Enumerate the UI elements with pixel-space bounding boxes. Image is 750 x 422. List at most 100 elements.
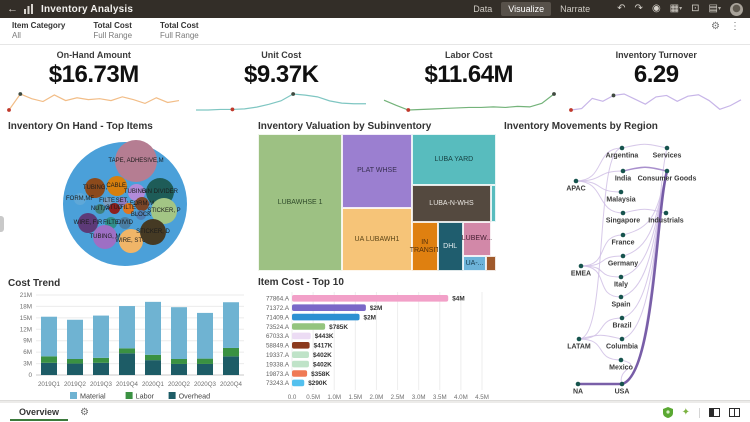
bar-2020q2-labor[interactable] — [171, 359, 187, 364]
hbar-73243-a[interactable] — [292, 379, 305, 387]
treemap-tile-ua[interactable]: UA-... — [462, 255, 487, 271]
bar-2019q2-labor[interactable] — [67, 359, 83, 364]
gear-icon[interactable]: ⚙ — [711, 21, 720, 32]
treemap-tile-lubawhse-1[interactable]: LUBAWHSE 1 — [258, 134, 343, 271]
bar-2020q2-overhead[interactable] — [171, 363, 187, 375]
bar-2019q3-labor[interactable] — [93, 357, 109, 363]
network-node-apac[interactable] — [573, 178, 579, 184]
bubble-wire-fir[interactable]: WIRE, FIR — [74, 213, 102, 233]
bar-2020q3-material[interactable] — [197, 312, 213, 359]
bar-2019q1-material[interactable] — [41, 316, 57, 357]
grid-menu-icon[interactable]: ▦▾ — [669, 3, 683, 14]
kebab-menu-icon[interactable]: ⋮ — [730, 21, 740, 32]
network-node-spain[interactable] — [618, 294, 624, 300]
tab-narrate[interactable]: Narrate — [560, 4, 591, 14]
quality-insights-icon[interactable] — [662, 407, 673, 418]
treemap-tile-small[interactable] — [486, 255, 496, 271]
treemap-tile-small[interactable] — [491, 185, 496, 223]
network-node-columbia[interactable] — [619, 336, 625, 342]
treemap-tile-dhl[interactable]: DHL — [437, 222, 463, 271]
bar-2020q2-material[interactable] — [171, 307, 187, 359]
network-node-argentina[interactable] — [619, 145, 625, 151]
chart-item-cost[interactable]: Item Cost - Top 10 0.0 0.5M 1.0M 1.5M 2.0M 2.… — [258, 273, 496, 401]
bubble-form-mf[interactable]: FORM,MF — [66, 193, 94, 205]
bar-2019q3-overhead[interactable] — [93, 362, 109, 375]
network-node-latam[interactable] — [576, 336, 582, 342]
kpi-labor-cost[interactable]: Labor Cost $11.64M — [375, 45, 563, 115]
treemap-tile-in-transit[interactable]: IN TRANSIT — [410, 222, 440, 271]
network-node-germany[interactable] — [620, 253, 626, 259]
network-node-italy[interactable] — [618, 274, 624, 280]
filter-chip-total-cost-2[interactable]: Total Cost Full Range — [160, 21, 199, 40]
auto-insights-icon[interactable]: ✦ — [681, 407, 690, 418]
treemap-tile-luba-yard[interactable]: LUBA YARD — [411, 134, 496, 186]
bar-2020q4-material[interactable] — [223, 302, 239, 348]
canvas-settings-gear-icon[interactable]: ⚙ — [80, 407, 89, 418]
back-button[interactable]: ← — [7, 3, 18, 15]
kpi-unit-cost[interactable]: Unit Cost $9.37K — [188, 45, 376, 115]
hbar-19873-a[interactable] — [292, 370, 308, 377]
bubble-nut-m[interactable]: NUT,M — [91, 204, 109, 214]
bubble-wire-sto[interactable]: WIRE, STO — [115, 229, 147, 253]
network-node-services[interactable] — [664, 145, 670, 151]
bar-2019q1-labor[interactable] — [41, 356, 57, 363]
network-node-france[interactable] — [620, 232, 626, 238]
hbar-19337-a[interactable] — [292, 351, 309, 358]
bar-2019q1-overhead[interactable] — [41, 362, 57, 375]
hbar-67033-a[interactable] — [292, 332, 311, 340]
chart-inventory-on-hand[interactable]: Inventory On Hand - Top Items TAPE, ADHE… — [8, 117, 248, 274]
bar-2019q4-material[interactable] — [119, 306, 135, 349]
network-node-malaysia[interactable] — [618, 189, 624, 195]
redo-icon[interactable]: ↷ — [634, 3, 643, 14]
kpi-inventory-turnover[interactable]: Inventory Turnover 6.29 — [563, 45, 750, 115]
hbar-71372-a[interactable] — [292, 304, 366, 311]
bar-2019q4-labor[interactable] — [119, 348, 135, 354]
bar-2020q1-material[interactable] — [145, 301, 161, 355]
bar-2019q3-material[interactable] — [93, 315, 109, 358]
bar-2020q3-labor[interactable] — [197, 358, 213, 364]
tab-visualize[interactable]: Visualize — [501, 2, 552, 16]
bubble-filte[interactable]: FILTE — [99, 196, 115, 206]
hbar-71409-a[interactable] — [292, 313, 360, 321]
hbar-77864-a[interactable] — [292, 295, 449, 302]
treemap-tile-lubew[interactable]: LUBEW... — [462, 222, 492, 256]
layout-single-icon[interactable] — [709, 408, 720, 417]
bubble-form-m[interactable]: FORM,M — [130, 197, 154, 211]
bar-2019q2-overhead[interactable] — [67, 363, 83, 375]
layout-split-icon[interactable] — [729, 408, 740, 417]
bubble-filte[interactable]: FILTE — [120, 202, 136, 214]
network-node-industrials[interactable] — [663, 210, 669, 216]
hbar-58849-a[interactable] — [292, 342, 310, 349]
bubble-tape-adhesive-m[interactable]: TAPE, ADHESIVE,M — [108, 140, 164, 182]
bubble-tubing[interactable]: TUBING, — [83, 178, 107, 198]
bar-2020q4-labor[interactable] — [223, 347, 239, 357]
network-node-mexico[interactable] — [618, 357, 624, 363]
tab-overview[interactable]: Overview — [10, 405, 69, 421]
undo-icon[interactable]: ↶ — [617, 3, 626, 14]
tab-data[interactable]: Data — [473, 4, 493, 14]
hbar-19338-a[interactable] — [292, 360, 309, 368]
bubble-divid[interactable]: DIVID — [117, 217, 133, 229]
bubble-tubing-m[interactable]: TUBING, M — [90, 225, 121, 249]
save-menu-icon[interactable]: ▤▾ — [708, 3, 721, 14]
present-icon[interactable]: ◉ — [651, 3, 661, 14]
bubble-block[interactable]: BLOCK — [131, 210, 151, 220]
bar-2020q3-overhead[interactable] — [197, 363, 213, 375]
chart-inventory-valuation[interactable]: Inventory Valuation by Subinventory LUBA… — [258, 117, 496, 273]
network-node-singapore[interactable] — [620, 210, 626, 216]
network-node-emea[interactable] — [578, 263, 584, 269]
hbar-73524-a[interactable] — [292, 323, 326, 330]
filter-chip-total-cost-1[interactable]: Total Cost Full Range — [93, 21, 132, 40]
kpi-on-hand-amount[interactable]: On-Hand Amount $16.73M — [0, 45, 188, 115]
chart-inventory-movements[interactable]: Inventory Movements by Region Argentina S… — [504, 117, 744, 400]
bar-2019q2-material[interactable] — [67, 319, 83, 359]
bar-2020q1-labor[interactable] — [145, 354, 161, 361]
panel-grip[interactable] — [0, 216, 4, 232]
treemap-tile-plat-whse[interactable]: PLAT WHSE — [342, 134, 412, 208]
filter-chip-item-category-0[interactable]: Item Category All — [12, 21, 65, 40]
bar-2020q1-overhead[interactable] — [145, 360, 161, 375]
bar-2020q4-overhead[interactable] — [223, 356, 239, 375]
bubble-cable[interactable]: CABLE, — [106, 176, 128, 196]
treemap-tile-luba-n-whs[interactable]: LUBA-N-WHS — [411, 185, 492, 223]
bar-2019q4-overhead[interactable] — [119, 353, 135, 375]
